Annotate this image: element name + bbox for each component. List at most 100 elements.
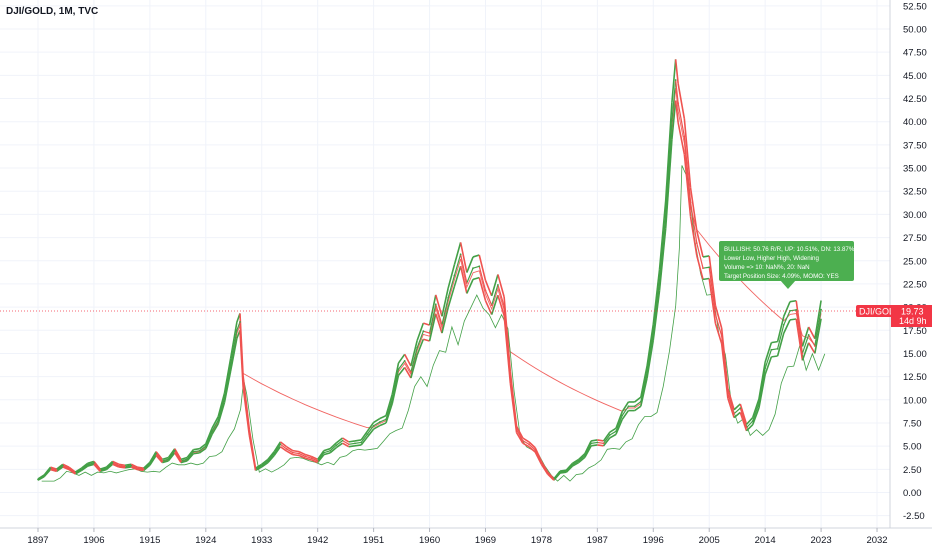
chart-title: DJI/GOLD, 1M, TVC	[6, 6, 98, 17]
y-axis[interactable]: -2.50 0.00 2.50 5.00 7.50 10.00 12.50 15.00 17.5…	[903, 1, 927, 522]
price-segment	[683, 136, 692, 203]
envelope-lower-segment	[745, 424, 754, 432]
x-axis[interactable]: 1897 1906 1915 1924 1933 1942 1951 1960 1969 1978…	[27, 528, 888, 546]
envelope-lower-segment	[597, 444, 604, 447]
envelope-lower-segment	[279, 446, 288, 452]
price-segment	[391, 369, 400, 399]
price-segment	[447, 275, 455, 298]
price-point	[546, 472, 549, 474]
price-segment	[342, 440, 350, 445]
envelope-lower-segment	[565, 465, 574, 473]
price-segment	[99, 467, 107, 471]
envelope-upper-segment	[696, 230, 704, 258]
price-point	[534, 448, 537, 451]
price-point	[733, 412, 735, 415]
envelope-upper-segment	[428, 294, 437, 326]
price-segment	[428, 304, 437, 334]
x-tick-label: 2014	[755, 535, 776, 546]
envelope-upper-segment	[683, 118, 692, 188]
price-segment	[149, 453, 157, 465]
price-point	[422, 330, 425, 333]
y-tick-label: -2.50	[903, 511, 925, 522]
price-segment	[335, 440, 343, 446]
price-segment	[727, 393, 735, 414]
envelope-upper-segment	[87, 460, 95, 465]
price-segment	[603, 434, 611, 444]
price-segment	[373, 421, 381, 427]
price-segment	[472, 265, 480, 269]
price-segment	[484, 290, 493, 306]
y-tick-label: 37.50	[903, 140, 927, 151]
x-tick-label: 1924	[195, 535, 216, 546]
price-segment	[286, 448, 294, 454]
price-segment	[733, 407, 741, 415]
envelope-upper-segment	[658, 200, 667, 270]
y-tick-label: 52.50	[903, 1, 927, 12]
price-point	[503, 305, 506, 308]
envelope-lower-segment	[696, 255, 704, 280]
envelope-upper-segment	[105, 460, 114, 468]
envelope-upper-segment	[459, 242, 468, 273]
price-segment	[298, 453, 306, 457]
envelope-lower-segment	[727, 398, 735, 418]
envelope-upper-segment	[689, 187, 698, 231]
gridlines	[0, 0, 890, 528]
envelope-lower-segment	[93, 463, 101, 472]
envelope-upper-segment	[305, 453, 312, 458]
price-point	[180, 460, 182, 462]
price-segment	[559, 470, 567, 473]
symbol-tag-bg	[856, 305, 897, 317]
envelope-upper-segment	[273, 441, 282, 453]
price-point	[155, 452, 157, 455]
envelope-upper-segment	[652, 269, 661, 325]
envelope-lower-segment	[62, 466, 70, 471]
envelope-upper-segment	[342, 437, 350, 443]
envelope-upper-segment	[180, 456, 188, 461]
y-tick-label: 15.00	[903, 349, 927, 360]
envelope-upper-segment	[261, 458, 269, 465]
y-tick-label: 17.50	[903, 326, 927, 337]
envelope-upper-segment	[671, 59, 677, 103]
price-segment	[273, 443, 281, 454]
envelope-lower-segment	[640, 377, 648, 407]
envelope-lower-segment	[739, 412, 748, 432]
price-segment	[217, 397, 226, 421]
envelope-upper-segment	[143, 461, 151, 469]
price-point	[478, 265, 481, 268]
signal-line-4: Target Position Size: 4.09%, MOMO: YES	[724, 273, 839, 280]
envelope-upper-segment	[727, 388, 735, 410]
price-point	[726, 392, 729, 395]
envelope-lower-segment	[578, 456, 586, 464]
envelope-upper-segment	[591, 439, 598, 442]
y-tick-label: 0.00	[903, 488, 922, 499]
envelope-upper-segment	[186, 449, 195, 458]
price-point	[304, 455, 307, 458]
price-point	[291, 451, 294, 454]
price-segment	[675, 79, 679, 104]
envelope-upper-segment	[497, 274, 505, 298]
price-segment	[640, 371, 648, 402]
price-segment	[435, 304, 443, 325]
price-point	[689, 201, 692, 204]
envelope-upper-segment	[286, 446, 294, 452]
envelope-lower-segment	[807, 342, 816, 354]
envelope-lower-segment	[410, 354, 418, 379]
price-segment	[497, 284, 505, 307]
price-point	[577, 460, 580, 462]
envelope-lower-segment	[472, 276, 480, 281]
envelope-lower-segment	[360, 436, 369, 446]
price-point	[633, 405, 636, 408]
envelope-upper-segment	[528, 441, 536, 449]
price-segment	[453, 254, 462, 276]
price-point	[410, 371, 412, 373]
envelope-upper-segment	[317, 450, 325, 460]
price-segment	[329, 444, 337, 452]
y-tick-label: 25.00	[903, 256, 927, 267]
price-segment	[758, 368, 766, 404]
envelope-upper-segment	[199, 443, 207, 450]
envelope-upper-segment	[789, 299, 797, 303]
x-tick-label: 1978	[531, 535, 552, 546]
envelope-lower-segment	[783, 319, 791, 334]
envelope-lower-segment	[205, 434, 213, 449]
price-segment	[43, 468, 51, 477]
